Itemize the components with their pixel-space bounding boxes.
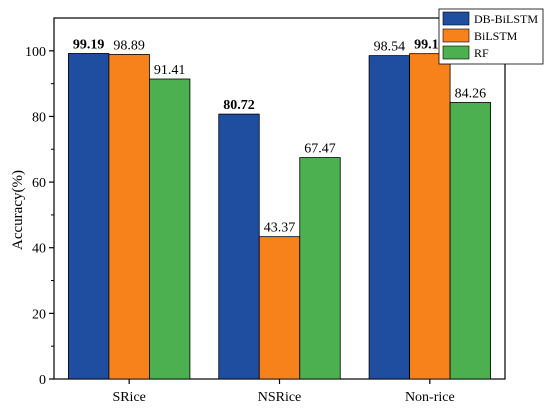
- data-label: 99.19: [73, 37, 105, 52]
- legend-label: DB-BiLSTM: [474, 12, 538, 26]
- data-label: 67.47: [304, 142, 336, 157]
- bar-rf: [449, 102, 491, 380]
- y-tick-label: 100: [25, 45, 46, 60]
- y-tick-label: 0: [39, 373, 46, 388]
- bar-bilstm: [409, 53, 451, 380]
- bar-rf: [149, 78, 191, 380]
- x-tick-label: SRice: [112, 390, 145, 405]
- plot-area: 0 20 40 60 80 100 99.19 98.89 91.41 SRice 80.72 43.…: [25, 17, 506, 405]
- legend-label: RF: [474, 46, 489, 60]
- data-label: 43.37: [264, 221, 296, 236]
- y-tick-label: 80: [32, 110, 46, 125]
- data-label: 91.41: [154, 63, 186, 78]
- data-label: 84.26: [455, 86, 487, 101]
- data-label: 98.54: [374, 40, 406, 55]
- x-tick-label: NSRice: [258, 390, 302, 405]
- legend: DB-BiLSTM BiLSTM RF: [438, 8, 544, 65]
- bar-db-bilstm: [218, 113, 260, 380]
- bar-db-bilstm: [368, 55, 410, 380]
- data-label: 99.13: [414, 38, 446, 53]
- bar-bilstm: [108, 54, 150, 380]
- legend-swatch: [442, 45, 470, 60]
- y-axis-title: Accuracy(%): [10, 170, 26, 250]
- bar-db-bilstm: [68, 53, 110, 380]
- y-tick-label: 20: [32, 307, 46, 322]
- legend-swatch: [442, 28, 470, 43]
- data-label: 80.72: [223, 98, 255, 113]
- y-axis-title-group: Accuracy(%): [10, 170, 26, 250]
- y-tick-label: 40: [32, 242, 46, 257]
- y-tick-label: 60: [32, 176, 46, 191]
- legend-label: BiLSTM: [474, 29, 518, 43]
- legend-swatch: [442, 11, 470, 26]
- x-tick-label: Non-rice: [405, 390, 455, 405]
- bar-bilstm: [258, 236, 301, 380]
- bar-rf: [299, 157, 341, 380]
- data-label: 98.89: [113, 38, 145, 53]
